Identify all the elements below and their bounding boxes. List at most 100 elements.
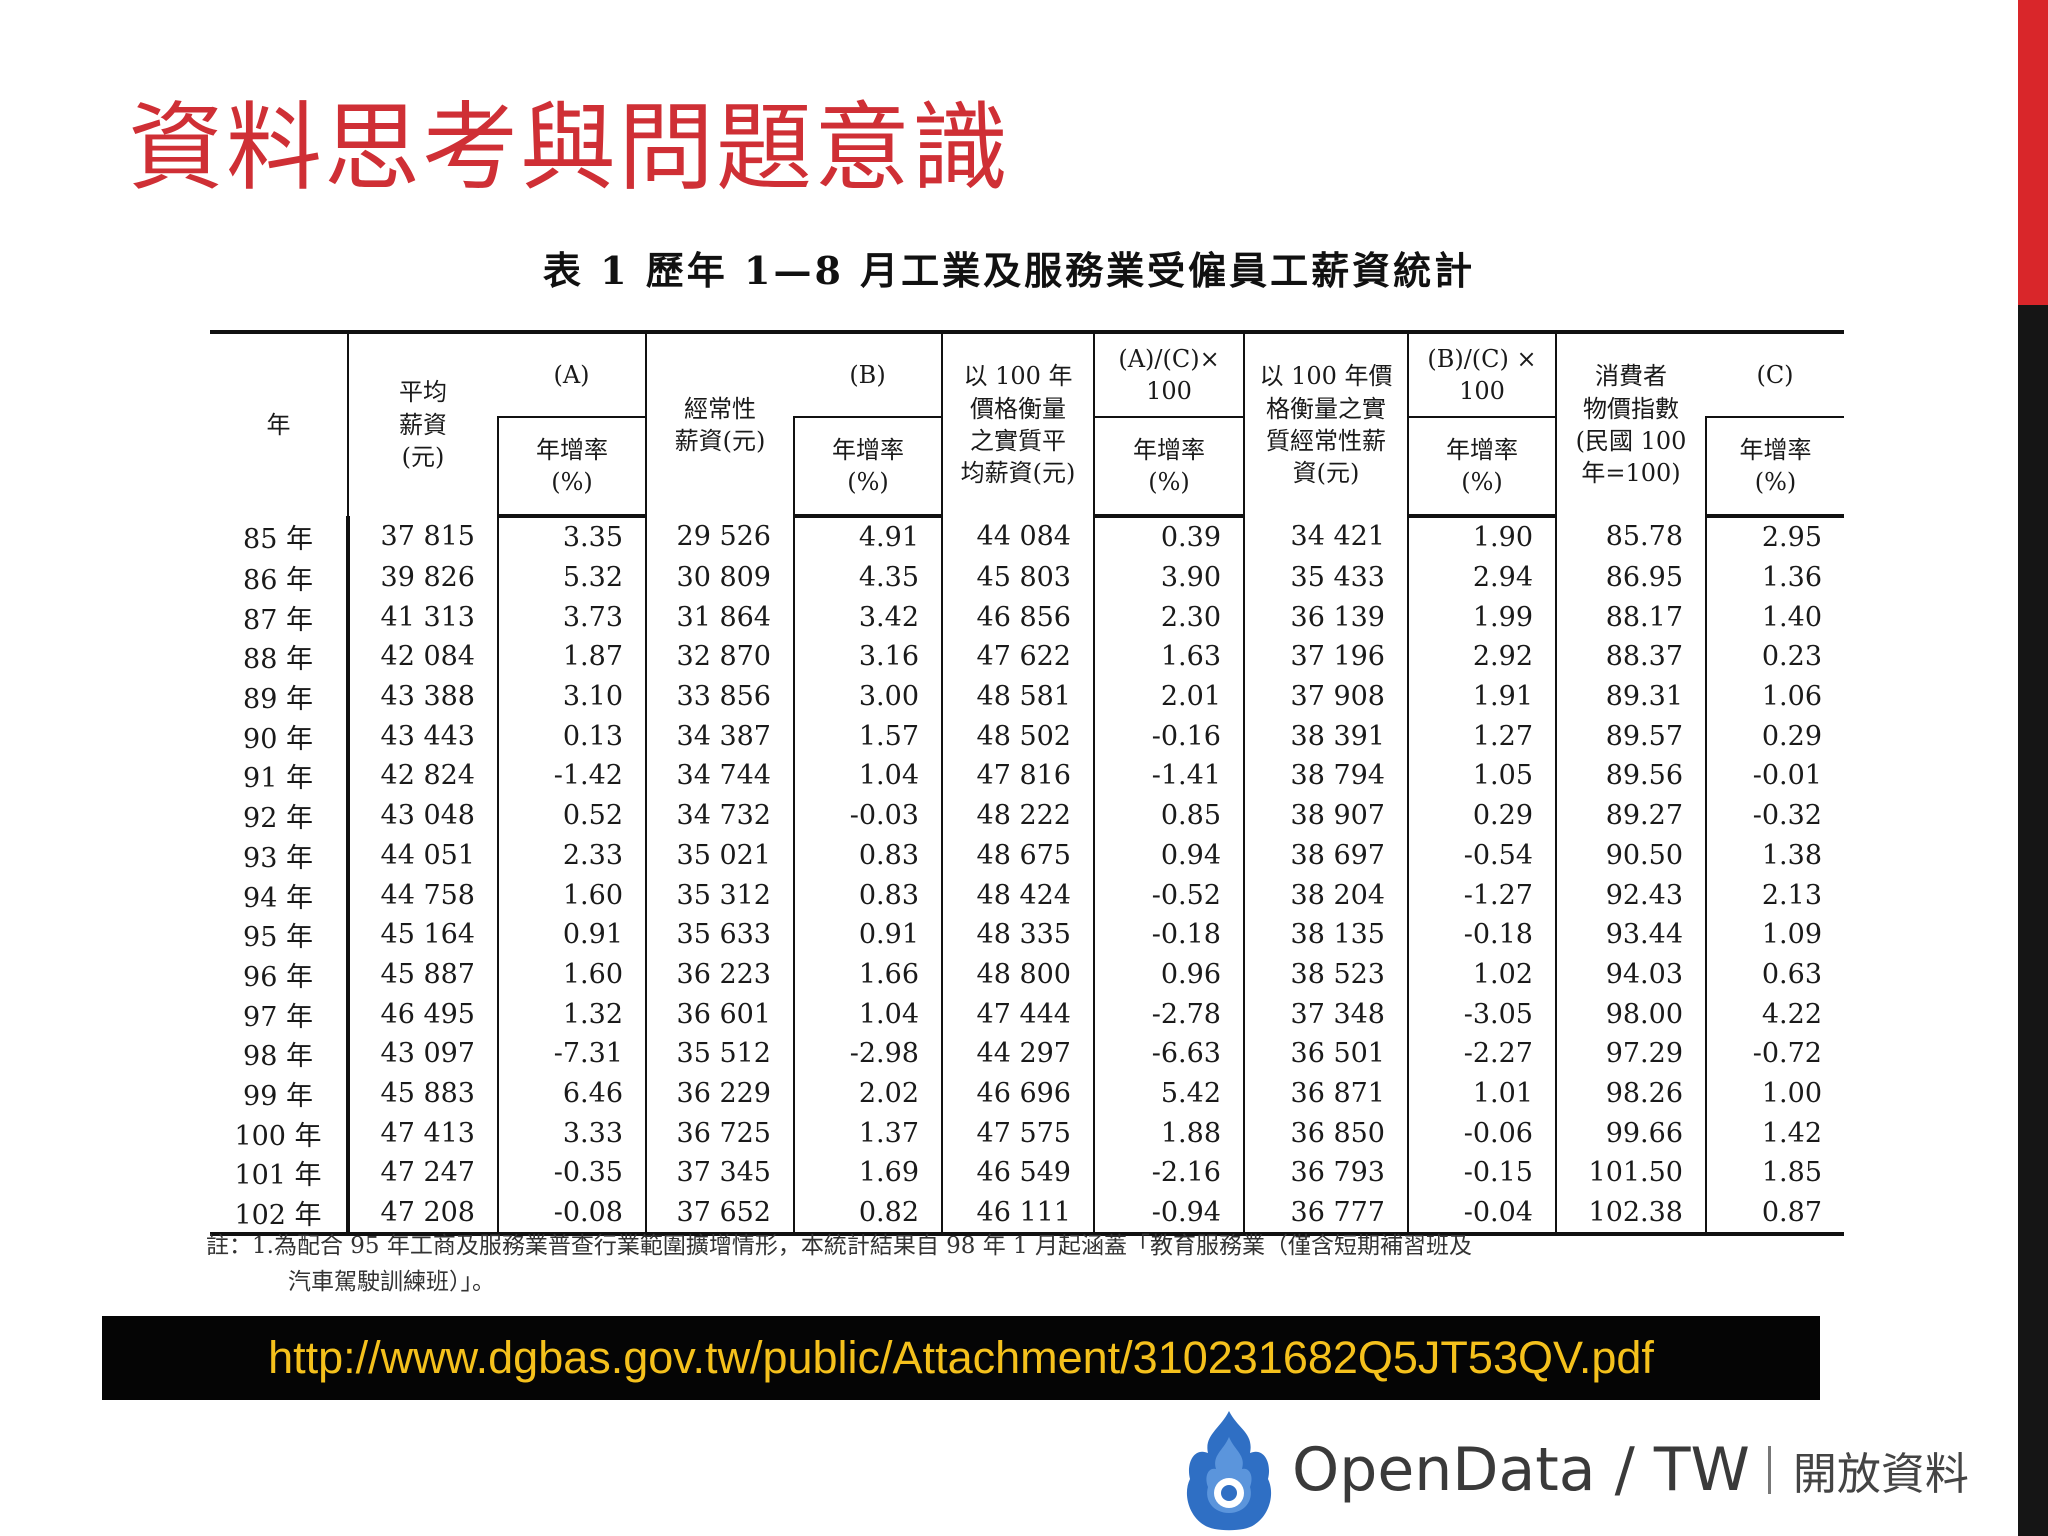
table-cell: -0.08 bbox=[497, 1192, 646, 1237]
source-url-link[interactable]: http://www.dgbas.gov.tw/public/Attachmen… bbox=[268, 1332, 1654, 1383]
table-row: 86 年 39 826 5.32 30 809 4.35 45 803 3.90 35 433… bbox=[210, 557, 1844, 598]
table-cell: 33 856 bbox=[645, 676, 794, 717]
table-cell: -2.98 bbox=[793, 1033, 942, 1074]
table-row: 85 年 37 815 3.35 29 526 4.91 44 084 0.39 34 421… bbox=[210, 516, 1844, 558]
table-body: 85 年 37 815 3.35 29 526 4.91 44 084 0.39 34 421… bbox=[210, 516, 1844, 1237]
table-cell: 46 696 bbox=[941, 1073, 1094, 1114]
table-row: 101 年 47 247 -0.35 37 345 1.69 46 549 -2.16 36 … bbox=[210, 1153, 1844, 1193]
table-cell: 38 523 bbox=[1243, 954, 1408, 995]
table-cell: 47 444 bbox=[941, 994, 1094, 1034]
row-year-cell: 90 年 bbox=[243, 723, 313, 755]
table-cell: 0.23 bbox=[1705, 637, 1844, 677]
table-cell: 35 512 bbox=[645, 1033, 794, 1074]
table-cell: 36 501 bbox=[1243, 1033, 1408, 1074]
table-cell: 88.37 bbox=[1555, 637, 1706, 677]
table-cell: 34 744 bbox=[645, 756, 794, 796]
table-row: 96 年 45 887 1.60 36 223 1.66 48 800 0.96 38 523… bbox=[210, 954, 1844, 995]
table-cell: 1.42 bbox=[1705, 1113, 1844, 1153]
table-cell: -1.27 bbox=[1407, 875, 1556, 915]
table-cell: 48 581 bbox=[941, 676, 1094, 717]
table-cell: 36 139 bbox=[1243, 597, 1408, 638]
table-cell: 41 313 bbox=[346, 597, 498, 638]
table-cell: 47 816 bbox=[941, 756, 1094, 796]
table-cell: -0.72 bbox=[1705, 1033, 1844, 1074]
table-row: 92 年 43 048 0.52 34 732 -0.03 48 222 0.85 38 90… bbox=[210, 795, 1844, 836]
table-cell: 92.43 bbox=[1555, 875, 1706, 915]
table-cell: -0.06 bbox=[1407, 1113, 1556, 1153]
table-cell: 89.56 bbox=[1555, 756, 1706, 796]
table-cell: 44 758 bbox=[346, 875, 498, 915]
table-cell: 99.66 bbox=[1555, 1113, 1706, 1153]
table-cell: 93.44 bbox=[1555, 914, 1706, 955]
table-cell: 43 097 bbox=[346, 1033, 498, 1074]
table-row: 99 年 45 883 6.46 36 229 2.02 46 696 5.42 36 871… bbox=[210, 1073, 1844, 1114]
table-cell: 38 697 bbox=[1243, 835, 1408, 876]
table-cell: 1.40 bbox=[1705, 597, 1844, 638]
table-cell: -1.41 bbox=[1093, 756, 1244, 796]
table-cell: 3.33 bbox=[497, 1113, 646, 1153]
table-row: 100 年 47 413 3.33 36 725 1.37 47 575 1.88 36 85… bbox=[210, 1113, 1844, 1153]
table-cell: 1.60 bbox=[497, 954, 646, 995]
table-cell: 45 164 bbox=[346, 914, 498, 955]
col-header-real-regular-wage: 以 100 年價 格衡量之實 質經常性薪 資(元) bbox=[1243, 330, 1408, 516]
table-cell: 46 549 bbox=[941, 1153, 1094, 1193]
table-cell: 0.63 bbox=[1705, 954, 1844, 995]
table-cell: 0.52 bbox=[497, 795, 646, 836]
row-year-cell: 99 年 bbox=[243, 1080, 313, 1112]
table-row: 94 年 44 758 1.60 35 312 0.83 48 424 -0.52 38 20… bbox=[210, 875, 1844, 915]
table-cell: 88.17 bbox=[1555, 597, 1706, 638]
col-header-year: 年 bbox=[210, 330, 348, 516]
table-cell: -0.32 bbox=[1705, 795, 1844, 836]
table-cell: -2.78 bbox=[1093, 994, 1244, 1034]
table-cell: 97.29 bbox=[1555, 1033, 1706, 1074]
table-row: 91 年 42 824 -1.42 34 744 1.04 47 816 -1.41 38 7… bbox=[210, 756, 1844, 796]
row-year-cell: 92 年 bbox=[243, 803, 313, 835]
table-cell: -0.54 bbox=[1407, 835, 1556, 876]
table-cell: 46 495 bbox=[346, 994, 498, 1034]
col-header-real-avg-wage: 以 100 年 價格衡量 之實質平 均薪資(元) bbox=[941, 330, 1094, 516]
table-cell: 47 208 bbox=[346, 1192, 498, 1237]
table-cell: 1.66 bbox=[793, 954, 942, 995]
table-cell: 1.32 bbox=[497, 994, 646, 1034]
table-cell: 36 223 bbox=[645, 954, 794, 995]
table-cell: 0.29 bbox=[1705, 716, 1844, 757]
col-header-growth-a: 年增率 (%) bbox=[497, 417, 646, 518]
row-year-cell: 87 年 bbox=[243, 604, 313, 636]
table-cell: 1.04 bbox=[793, 756, 942, 796]
row-year-cell: 91 年 bbox=[243, 763, 313, 795]
col-header-avg-wage: 平均 薪資 (元) bbox=[347, 330, 498, 516]
table-cell: 0.94 bbox=[1093, 835, 1244, 876]
table-cell: 36 871 bbox=[1243, 1073, 1408, 1114]
logo-subtitle: 開放資料 bbox=[1792, 1449, 1969, 1500]
table-cell: -0.52 bbox=[1093, 875, 1244, 915]
row-year-cell: 102 年 bbox=[210, 1192, 348, 1237]
table-cell: -0.01 bbox=[1705, 756, 1844, 796]
col-header-regular-wage: 經常性 薪資(元) bbox=[645, 330, 794, 516]
table-cell: 0.29 bbox=[1407, 795, 1556, 836]
table-cell: 47 575 bbox=[941, 1113, 1094, 1153]
table-cell: 1.38 bbox=[1705, 835, 1844, 876]
footnote-line-1: 註：1.為配合 95 年工商及服務業普查行業範圍擴增情形，本統計結果自 98 年… bbox=[206, 1233, 1472, 1259]
table-cell: 39 826 bbox=[346, 557, 498, 598]
table-cell: 2.95 bbox=[1705, 516, 1844, 558]
col-header-mark-bc: (B)/(C) × 100 bbox=[1407, 330, 1556, 418]
table-cell: 42 084 bbox=[346, 637, 498, 677]
table-cell: 0.85 bbox=[1093, 795, 1244, 836]
table-cell: 34 387 bbox=[645, 716, 794, 757]
opendata-logo: OpenData / TW 開放資料 bbox=[1180, 1405, 1969, 1535]
table-cell: 35 433 bbox=[1243, 557, 1408, 598]
table-row: 88 年 42 084 1.87 32 870 3.16 47 622 1.63 37 196… bbox=[210, 637, 1844, 677]
table-cell: 2.13 bbox=[1705, 875, 1844, 915]
table-row: 90 年 43 443 0.13 34 387 1.57 48 502 -0.16 38 39… bbox=[210, 716, 1844, 757]
table-cell: 1.88 bbox=[1093, 1113, 1244, 1153]
table-cell: 44 051 bbox=[346, 835, 498, 876]
table-caption: 表 1 歷年 1—8 月工業及服務業受僱員工薪資統計 bbox=[542, 248, 1476, 293]
table-cell: 43 048 bbox=[346, 795, 498, 836]
table-cell: 3.73 bbox=[497, 597, 646, 638]
table-cell: 3.00 bbox=[793, 676, 942, 717]
table-cell: 1.99 bbox=[1407, 597, 1556, 638]
table-cell: 34 421 bbox=[1243, 516, 1408, 558]
table-cell: 38 135 bbox=[1243, 914, 1408, 955]
table-cell: 48 335 bbox=[941, 914, 1094, 955]
table-cell: 101.50 bbox=[1555, 1153, 1706, 1193]
